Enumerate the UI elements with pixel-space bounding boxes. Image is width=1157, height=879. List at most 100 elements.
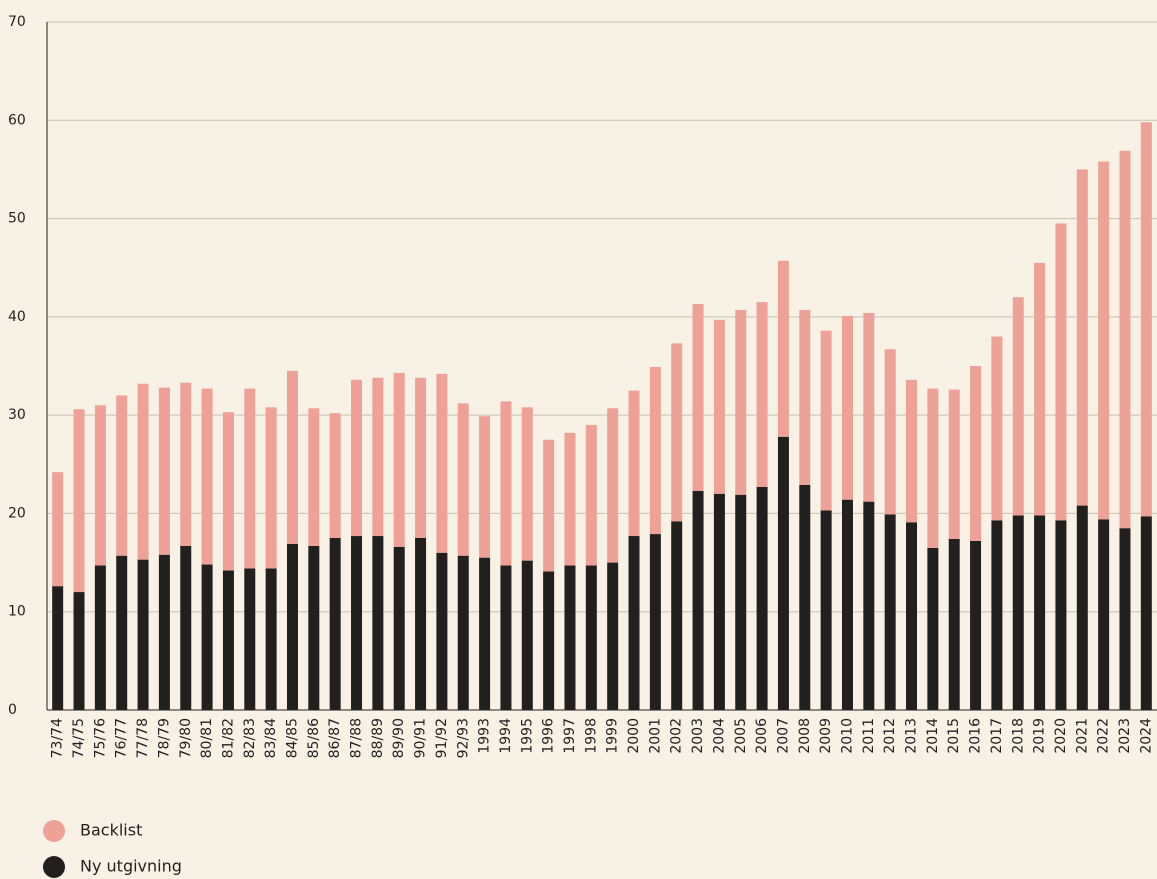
bar-segment — [73, 592, 85, 710]
bar-segment — [244, 388, 256, 569]
x-tick-label: 86/87 — [327, 718, 343, 758]
x-tick-label: 78/79 — [156, 718, 172, 758]
x-tick-label: 2013 — [904, 718, 920, 754]
bar-segment — [137, 559, 149, 710]
bar-segment — [329, 413, 341, 538]
bar-segment — [201, 564, 213, 710]
y-tick-label: 30 — [8, 407, 26, 423]
x-tick-label: 1996 — [541, 718, 557, 754]
x-tick-label: 2006 — [754, 718, 770, 754]
legend-swatch — [43, 820, 65, 842]
bar-segment — [1076, 505, 1088, 710]
x-tick-label: 2003 — [690, 718, 706, 754]
x-tick-label: 75/76 — [92, 718, 108, 758]
bar-segment — [927, 388, 939, 548]
x-tick-label: 1995 — [519, 718, 535, 754]
x-tick-label: 88/89 — [370, 718, 386, 758]
bar-segment — [222, 570, 234, 710]
bar-segment — [756, 486, 768, 710]
bar-segment — [222, 412, 234, 571]
bar-segment — [329, 538, 341, 710]
bar-segment — [479, 557, 491, 710]
x-tick-label: 80/81 — [199, 718, 215, 758]
x-tick-label: 2016 — [968, 718, 984, 754]
y-tick-label: 50 — [8, 211, 26, 227]
legend-label: Backlist — [80, 821, 142, 840]
bar-segment — [991, 520, 1003, 710]
bar-segment — [180, 382, 192, 546]
bar-segment — [1034, 262, 1046, 516]
x-tick-label: 2005 — [733, 718, 749, 754]
x-tick-label: 82/83 — [242, 718, 258, 758]
x-tick-label: 85/86 — [306, 718, 322, 758]
x-tick-label: 90/91 — [413, 718, 429, 758]
bar-segment — [948, 389, 960, 539]
bar-segment — [1055, 520, 1067, 710]
bar-segment — [884, 349, 896, 515]
y-tick-label: 60 — [8, 112, 26, 128]
x-tick-label: 2022 — [1096, 718, 1112, 754]
x-tick-label: 2014 — [925, 718, 941, 754]
x-tick-label: 2008 — [797, 718, 813, 754]
x-tick-label: 2019 — [1032, 718, 1048, 754]
x-tick-label: 89/90 — [391, 718, 407, 758]
bar-segment — [265, 568, 277, 710]
bar-segment — [607, 408, 619, 563]
bar-segment — [543, 439, 555, 572]
bar-segment — [777, 260, 789, 437]
bar-segment — [970, 366, 982, 541]
y-tick-label: 0 — [8, 702, 17, 718]
bar-segment — [393, 546, 405, 710]
bar-segment — [286, 370, 298, 544]
bar-segment — [841, 499, 853, 710]
y-tick-label: 70 — [8, 14, 26, 30]
bar-segment — [564, 432, 576, 566]
bar-segment — [1076, 169, 1088, 506]
bar-segment — [393, 372, 405, 547]
bar-segment — [500, 565, 512, 710]
y-tick-label: 40 — [8, 309, 26, 325]
bar-segment — [799, 484, 811, 710]
bar-segment — [927, 547, 939, 710]
bar-segment — [415, 538, 427, 710]
bar-segment — [94, 565, 106, 710]
x-tick-label: 77/78 — [135, 718, 151, 758]
x-tick-label: 1993 — [477, 718, 493, 754]
x-tick-label: 2009 — [818, 718, 834, 754]
x-tick-label: 1999 — [605, 718, 621, 754]
bar-segment — [820, 330, 832, 511]
x-tick-label: 2004 — [711, 718, 727, 754]
bar-segment — [457, 555, 469, 710]
bar-segment — [180, 545, 192, 710]
bar-segment — [906, 379, 918, 523]
legend-swatch — [43, 856, 65, 878]
bar-segment — [351, 379, 363, 537]
bar-segment — [564, 565, 576, 710]
bar-segment — [756, 302, 768, 487]
bar-segment — [585, 424, 597, 566]
bar-segment — [671, 521, 683, 710]
bar-segment — [521, 560, 533, 710]
x-tick-label: 2011 — [861, 718, 877, 754]
x-tick-label: 74/75 — [71, 718, 87, 758]
bar-segment — [265, 407, 277, 569]
x-tick-label: 2017 — [989, 718, 1005, 754]
bar-segment — [628, 536, 640, 710]
bar-segment — [820, 510, 832, 710]
bar-segment — [308, 408, 320, 546]
x-tick-label: 87/88 — [349, 718, 365, 758]
bar-segment — [500, 401, 512, 566]
bar-segment — [436, 373, 448, 553]
bar-segment — [137, 383, 149, 560]
bar-segment — [543, 571, 555, 710]
bar-segment — [948, 538, 960, 710]
bar-segment — [1098, 519, 1110, 710]
bar-segment — [1119, 150, 1131, 529]
bar-segment — [244, 568, 256, 710]
x-tick-label: 1997 — [562, 718, 578, 754]
bar-segment — [671, 343, 683, 522]
bar-segment — [1055, 223, 1067, 521]
x-tick-label: 2000 — [626, 718, 642, 754]
y-tick-label: 20 — [8, 505, 26, 521]
